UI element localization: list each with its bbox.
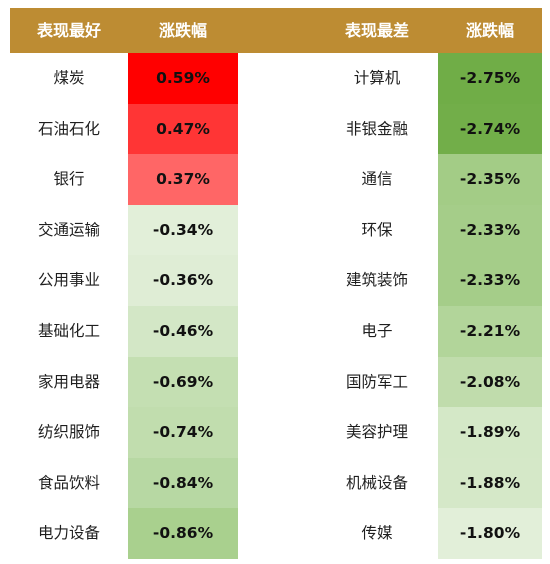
- worst-sector-name: 国防军工: [345, 372, 408, 391]
- worst-sector-name: 电子: [361, 321, 393, 340]
- worst-sector-change: -2.21%: [438, 305, 542, 357]
- worst-sector-change: -1.80%: [438, 508, 542, 559]
- table-header: 表现最好 涨跌幅 表现最差 涨跌幅: [10, 8, 542, 53]
- best-sector-name: 食品饮料: [37, 473, 100, 492]
- worst-sector-change: -1.88%: [438, 457, 542, 509]
- table-body: 煤炭 0.59% 计算机 -2.75% 石油石化 0.47% 非银金融 -2.7…: [10, 53, 542, 559]
- worst-change-header: 涨跌幅: [465, 21, 514, 40]
- best-sector-name: 基础化工: [37, 321, 100, 340]
- worst-sector-name: 建筑装饰: [345, 271, 408, 290]
- best-sector-name: 石油石化: [37, 119, 100, 138]
- best-sector-change: 0.47%: [128, 103, 238, 155]
- best-sector-change: -0.69%: [128, 356, 238, 408]
- worst-sector-name: 机械设备: [345, 473, 408, 492]
- worst-sector-name: 计算机: [353, 69, 401, 87]
- table-row: 电力设备 -0.86% 传媒 -1.80%: [10, 508, 542, 559]
- best-sector-change: 0.37%: [128, 154, 238, 205]
- best-sector-name: 电力设备: [37, 524, 100, 543]
- worst-performers-header: 表现最差: [344, 21, 409, 40]
- worst-sector-name: 传媒: [361, 524, 393, 543]
- worst-sector-name: 美容护理: [345, 423, 408, 442]
- worst-sector-change: -2.75%: [438, 53, 542, 104]
- worst-sector-name: 环保: [361, 220, 393, 239]
- table-row: 基础化工 -0.46% 电子 -2.21%: [10, 305, 542, 357]
- table-row: 石油石化 0.47% 非银金融 -2.74%: [10, 103, 542, 155]
- best-sector-change: -0.84%: [128, 457, 238, 509]
- best-performers-header: 表现最好: [36, 21, 101, 40]
- best-sector-change: -0.74%: [128, 407, 238, 458]
- worst-sector-change: -2.33%: [438, 204, 542, 256]
- best-sector-name: 煤炭: [53, 69, 85, 87]
- best-sector-name: 家用电器: [37, 372, 100, 391]
- table-row: 食品饮料 -0.84% 机械设备 -1.88%: [10, 457, 542, 509]
- best-sector-change: -0.36%: [128, 255, 238, 306]
- table-row: 纺织服饰 -0.74% 美容护理 -1.89%: [10, 407, 542, 458]
- table-row: 银行 0.37% 通信 -2.35%: [10, 154, 542, 205]
- best-sector-name: 交通运输: [37, 220, 100, 239]
- worst-sector-change: -2.35%: [438, 154, 542, 205]
- table-row: 公用事业 -0.36% 建筑装饰 -2.33%: [10, 255, 542, 306]
- best-change-header: 涨跌幅: [158, 21, 207, 40]
- best-sector-change: -0.34%: [128, 204, 238, 256]
- best-sector-name: 公用事业: [37, 271, 100, 290]
- table-row: 煤炭 0.59% 计算机 -2.75%: [10, 53, 542, 104]
- best-sector-change: -0.86%: [128, 508, 238, 559]
- best-sector-change: -0.46%: [128, 305, 238, 357]
- best-sector-name: 银行: [53, 170, 85, 189]
- worst-sector-change: -2.33%: [438, 255, 542, 306]
- worst-sector-change: -2.74%: [438, 103, 542, 155]
- worst-sector-name: 通信: [361, 170, 393, 189]
- worst-sector-change: -1.89%: [438, 407, 542, 458]
- table-row: 家用电器 -0.69% 国防军工 -2.08%: [10, 356, 542, 408]
- best-sector-name: 纺织服饰: [37, 423, 100, 442]
- table-row: 交通运输 -0.34% 环保 -2.33%: [10, 204, 542, 256]
- worst-sector-change: -2.08%: [438, 356, 542, 408]
- best-sector-change: 0.59%: [128, 53, 238, 104]
- worst-sector-name: 非银金融: [345, 119, 408, 138]
